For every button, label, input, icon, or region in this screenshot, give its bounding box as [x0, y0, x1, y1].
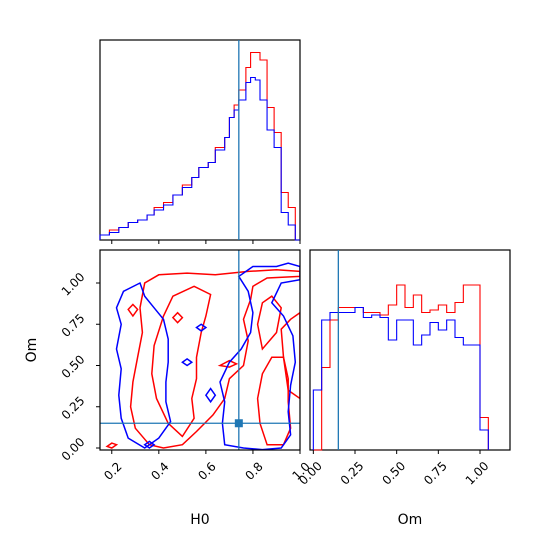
joint-truth-marker [234, 419, 243, 428]
contour-red-5 [127, 303, 139, 318]
h0-histogram-frame [99, 39, 301, 241]
om-histogram-panel: 0.00 0.25 0.50 0.75 1.00 Om [296, 249, 511, 528]
om-x-tick-label: 0.75 [421, 459, 450, 488]
contour-red-8 [105, 442, 119, 449]
h0-histogram-red-step [99, 51, 300, 241]
h0-tick-label: 0.2 [101, 459, 124, 482]
contour-red-4 [256, 295, 283, 351]
contour-blue-0 [115, 281, 172, 449]
om-tick-label: 0.00 [59, 435, 88, 464]
om-x-tick-label: 1.00 [463, 459, 492, 488]
contour-red-6 [171, 311, 184, 324]
contour-blue-2 [204, 387, 217, 404]
om-histogram-red-step [313, 284, 489, 451]
om-x-tick-label: 0.50 [379, 459, 408, 488]
h0-tick-label: 0.8 [242, 459, 265, 482]
contour-red-1 [151, 285, 212, 438]
contour-blue-3 [195, 323, 208, 332]
om-histogram-frame [309, 249, 511, 451]
om-tick-label: 0.25 [59, 394, 88, 423]
contour-red-0 [129, 269, 300, 449]
om-x-tick-label: 0.25 [338, 459, 367, 488]
h0-tick-label: 0.6 [195, 459, 218, 482]
x-axis-label-h0: H0 [190, 512, 209, 528]
om-tick-label: 0.75 [59, 311, 88, 340]
contour-blue-1 [219, 262, 300, 450]
h0-histogram-blue-step [99, 76, 300, 241]
om-tick-label: 0.50 [59, 352, 88, 381]
contour-red-7 [217, 359, 239, 368]
om-histogram-blue-step [312, 306, 489, 450]
contour-red-3 [280, 311, 300, 400]
h0-om-contour-panel: 0.2 0.4 0.6 0.8 1.0 0.000.250.500.751.00 H0 … [24, 249, 313, 528]
y-axis-label-om: Om [24, 338, 40, 363]
contour-blue-4 [181, 357, 194, 367]
h0-tick-label: 0.4 [148, 459, 171, 482]
om-tick-label: 1.00 [59, 270, 88, 299]
contour-blue-5 [143, 440, 156, 449]
h0-histogram-panel [99, 39, 301, 244]
contour-panel-frame [99, 249, 301, 451]
x-axis-label-om: Om [398, 512, 423, 528]
